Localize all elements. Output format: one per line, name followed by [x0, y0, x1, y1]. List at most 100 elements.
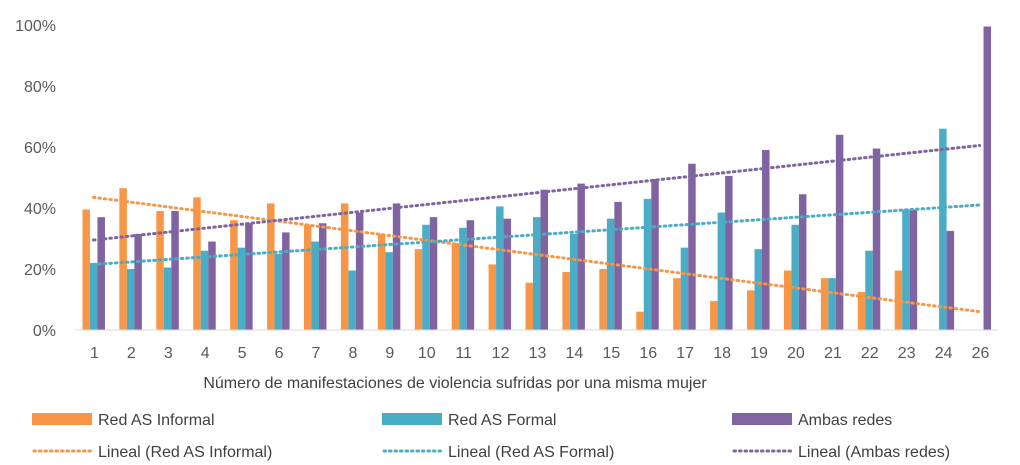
- bar: [488, 264, 497, 330]
- bar: [643, 198, 652, 330]
- bar: [983, 26, 992, 331]
- legend-label: Red AS Informal: [98, 412, 215, 429]
- bar: [303, 224, 312, 330]
- x-tick-label: 24: [935, 345, 953, 362]
- bar: [245, 223, 253, 330]
- bar: [791, 224, 799, 330]
- bar: [414, 249, 423, 330]
- bar: [429, 217, 438, 330]
- bar: [569, 233, 578, 330]
- bar: [163, 267, 172, 330]
- bar: [540, 189, 548, 330]
- bar: [126, 269, 135, 330]
- bar: [725, 175, 733, 330]
- bar: [762, 150, 770, 330]
- bar: [466, 220, 475, 330]
- bar: [606, 218, 615, 330]
- bar: [673, 278, 681, 330]
- bar: [754, 249, 763, 330]
- x-axis: 1 2 3 4 5 6 7 8 9 10 11 12 13 14 15 16 17 18 19 20 21 22 23 24 2…: [90, 345, 990, 362]
- bar: [680, 247, 689, 330]
- x-tick-label: 2: [127, 345, 136, 362]
- bar: [134, 233, 142, 330]
- bar: [89, 262, 98, 330]
- x-tick-label: 4: [201, 345, 210, 362]
- x-tick-label: 14: [566, 345, 584, 362]
- bar: [193, 197, 201, 330]
- bar: [230, 220, 238, 330]
- y-tick-label: 100%: [15, 18, 56, 35]
- y-tick-label: 20%: [24, 262, 56, 279]
- bar: [451, 243, 460, 330]
- bar: [377, 233, 386, 330]
- trendline: [91, 195, 982, 314]
- bar: [828, 278, 836, 330]
- bar: [717, 212, 726, 330]
- bar: [237, 247, 246, 330]
- trendline: [91, 203, 982, 266]
- bar: [857, 291, 866, 330]
- x-tick-label: 13: [529, 345, 547, 362]
- bar: [200, 250, 209, 330]
- x-tick-label: 20: [787, 345, 805, 362]
- legend-label: Lineal (Red AS Formal): [448, 444, 614, 461]
- bar: [496, 206, 504, 330]
- legend-label: Ambas redes: [798, 412, 892, 429]
- bar: [267, 203, 275, 330]
- bar: [385, 252, 393, 330]
- bar: [946, 230, 955, 330]
- legend-label: Lineal (Red AS Informal): [98, 444, 272, 461]
- bar: [798, 194, 807, 330]
- x-tick-label: 10: [418, 345, 436, 362]
- trendline: [91, 143, 982, 242]
- x-tick-label: 3: [164, 345, 173, 362]
- y-tick-label: 60%: [24, 140, 56, 157]
- bar: [282, 232, 290, 330]
- x-tick-label: 6: [275, 345, 284, 362]
- x-tick-label: 12: [492, 345, 510, 362]
- x-tick-label: 26: [972, 345, 990, 362]
- x-tick-label: 19: [750, 345, 768, 362]
- legend: Red AS Informal Red AS Formal Ambas redes L…: [32, 412, 950, 461]
- bar: [939, 128, 947, 330]
- bar: [636, 311, 644, 330]
- bar: [355, 212, 364, 330]
- bar: [311, 241, 319, 330]
- x-tick-label: 1: [90, 345, 99, 362]
- x-tick-label: 17: [676, 345, 694, 362]
- bar: [688, 163, 696, 330]
- x-tick-label: 23: [898, 345, 916, 362]
- bar: [562, 272, 570, 330]
- bar: [503, 218, 512, 330]
- bar: [783, 270, 792, 330]
- bar: [651, 179, 659, 330]
- bar: [525, 282, 533, 330]
- bar: [533, 217, 541, 330]
- bar: [97, 217, 105, 330]
- legend-swatch: [32, 413, 92, 425]
- bar: [82, 209, 90, 330]
- y-tick-label: 40%: [24, 201, 56, 218]
- x-tick-label: 11: [455, 345, 472, 362]
- bar: [909, 209, 918, 330]
- y-tick-label: 0%: [33, 323, 56, 340]
- bar: [835, 134, 844, 330]
- y-axis: 0% 20% 40% 60% 80% 100%: [15, 18, 56, 340]
- bar: [208, 241, 216, 330]
- bar: [872, 148, 881, 330]
- bar: [318, 223, 327, 330]
- bar: [599, 269, 607, 330]
- bar: [392, 203, 401, 330]
- y-tick-label: 80%: [24, 79, 56, 96]
- x-tick-label: 21: [824, 345, 842, 362]
- x-tick-label: 7: [312, 345, 321, 362]
- bar: [171, 211, 179, 330]
- x-axis-title: Número de manifestaciones de violencia s…: [203, 375, 707, 392]
- bar: [340, 203, 349, 330]
- trendlines: [91, 143, 982, 314]
- bar: [710, 301, 718, 330]
- bar: [274, 253, 283, 330]
- legend-label: Red AS Formal: [448, 412, 556, 429]
- x-tick-label: 18: [713, 345, 731, 362]
